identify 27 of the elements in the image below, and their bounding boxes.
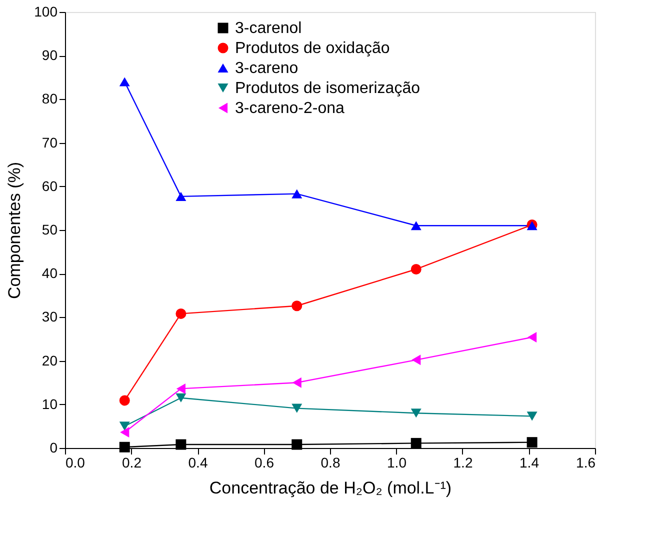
y-tick-label: 70 <box>42 134 58 150</box>
y-tick-label: 50 <box>42 222 58 238</box>
x-tick-label: 0.2 <box>122 454 142 470</box>
x-tick-label: 0.0 <box>66 454 86 470</box>
legend-label: 3-carenol <box>235 20 302 37</box>
x-tick-label: 0.8 <box>320 454 340 470</box>
x-tick-label: 1.2 <box>453 454 473 470</box>
x-tick-label: 0.4 <box>188 454 208 470</box>
legend-label: Produtos de isomerização <box>235 80 420 97</box>
x-tick-label: 1.0 <box>387 454 407 470</box>
y-tick-label: 10 <box>42 396 58 412</box>
y-tick-label: 90 <box>42 47 58 64</box>
x-tick-label: 1.6 <box>576 454 596 470</box>
y-tick-label: 0 <box>50 440 58 456</box>
legend-label: 3-careno-2-ona <box>235 100 344 117</box>
y-tick-label: 60 <box>42 178 58 194</box>
y-tick-label: 100 <box>34 4 58 20</box>
x-tick-label: 1.4 <box>520 454 540 470</box>
y-tick-label: 30 <box>42 308 58 325</box>
legend-label: 3-careno <box>235 60 298 77</box>
legend-label: Produtos de oxidação <box>235 40 390 57</box>
y-tick-label: 80 <box>42 90 58 107</box>
y-tick-label: 20 <box>42 352 58 368</box>
y-axis-title: Componentes (%) <box>5 162 24 300</box>
y-tick-label: 40 <box>42 265 58 282</box>
x-tick-label: 0.6 <box>254 454 274 470</box>
x-axis-title: Concentração de H₂O₂ (mol.L⁻¹) <box>209 478 452 498</box>
